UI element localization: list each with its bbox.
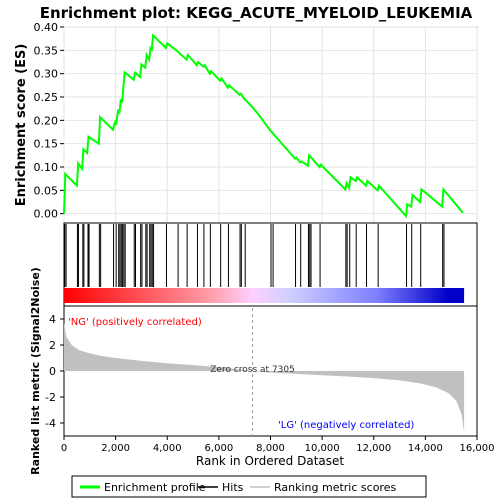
metric-y-tick-label: 4	[49, 313, 56, 326]
es-y-tick-label: 0.00	[34, 208, 59, 221]
es-panel-grid	[63, 26, 478, 223]
es-y-axis-label: Enrichment score (ES)	[14, 44, 29, 207]
es-y-tick-label: 0.25	[34, 91, 59, 104]
enrichment-profile-line	[63, 33, 464, 219]
legend-label-enrichment-profile: Enrichment profile	[104, 481, 206, 494]
rank-color-bar	[64, 288, 465, 303]
x-tick-label: 12,000	[356, 443, 391, 454]
metric-y-ticks: 4 2 0 -2 -4	[45, 313, 64, 430]
es-y-tick-label: 0.15	[34, 138, 59, 151]
es-y-tick-label: 0.20	[34, 114, 59, 127]
legend-frame	[71, 475, 427, 498]
x-tick-label: 4,000	[153, 443, 182, 454]
es-y-tick-label: 0.05	[34, 184, 59, 197]
es-y-tick-label: 0.10	[34, 161, 59, 174]
x-axis-label: Rank in Ordered Dataset	[196, 454, 344, 468]
x-tick-label: 16,000	[460, 443, 495, 454]
es-y-tick-label: 0.30	[34, 68, 59, 81]
es-y-tick-label: 0.40	[34, 21, 59, 34]
chart-title: Enrichment plot: KEGG_ACUTE_MYELOID_LEUK…	[40, 4, 473, 22]
x-tick-label: 14,000	[408, 443, 443, 454]
x-tick-label: 6,000	[205, 443, 234, 454]
x-tick-label: 0	[61, 443, 67, 454]
es-y-ticks: 0.00 0.05 0.10 0.15 0.20 0.25 0.30 0.35 0.40	[34, 21, 64, 221]
ranking-metric-area	[64, 322, 465, 433]
es-y-tick-label: 0.35	[34, 44, 59, 57]
metric-y-tick-label: 0	[49, 365, 56, 378]
metric-y-tick-label: -4	[45, 417, 56, 430]
metric-y-tick-label: 2	[49, 339, 56, 352]
legend-label-hits: Hits	[222, 481, 244, 494]
legend: Enrichment profile Hits Ranking metric s…	[71, 475, 427, 498]
x-ticks: 0 2,000 4,000 6,000 8,000 10,000 12,000 14,000 1…	[61, 436, 495, 454]
metric-y-axis-label: Ranked list metric (Signal2Noise)	[29, 267, 42, 475]
legend-label-ranking-metric: Ranking metric scores	[274, 481, 396, 494]
metric-y-tick-label: -2	[45, 391, 56, 404]
x-tick-label: 2,000	[101, 443, 130, 454]
hit-markers	[64, 224, 445, 287]
x-tick-label: 8,000	[256, 443, 285, 454]
x-tick-label: 10,000	[305, 443, 340, 454]
positive-correlation-label: 'NG' (positively correlated)	[68, 317, 202, 328]
zero-cross-label: Zero cross at 7305	[210, 365, 295, 375]
negative-correlation-label: 'LG' (negatively correlated)	[278, 420, 414, 431]
